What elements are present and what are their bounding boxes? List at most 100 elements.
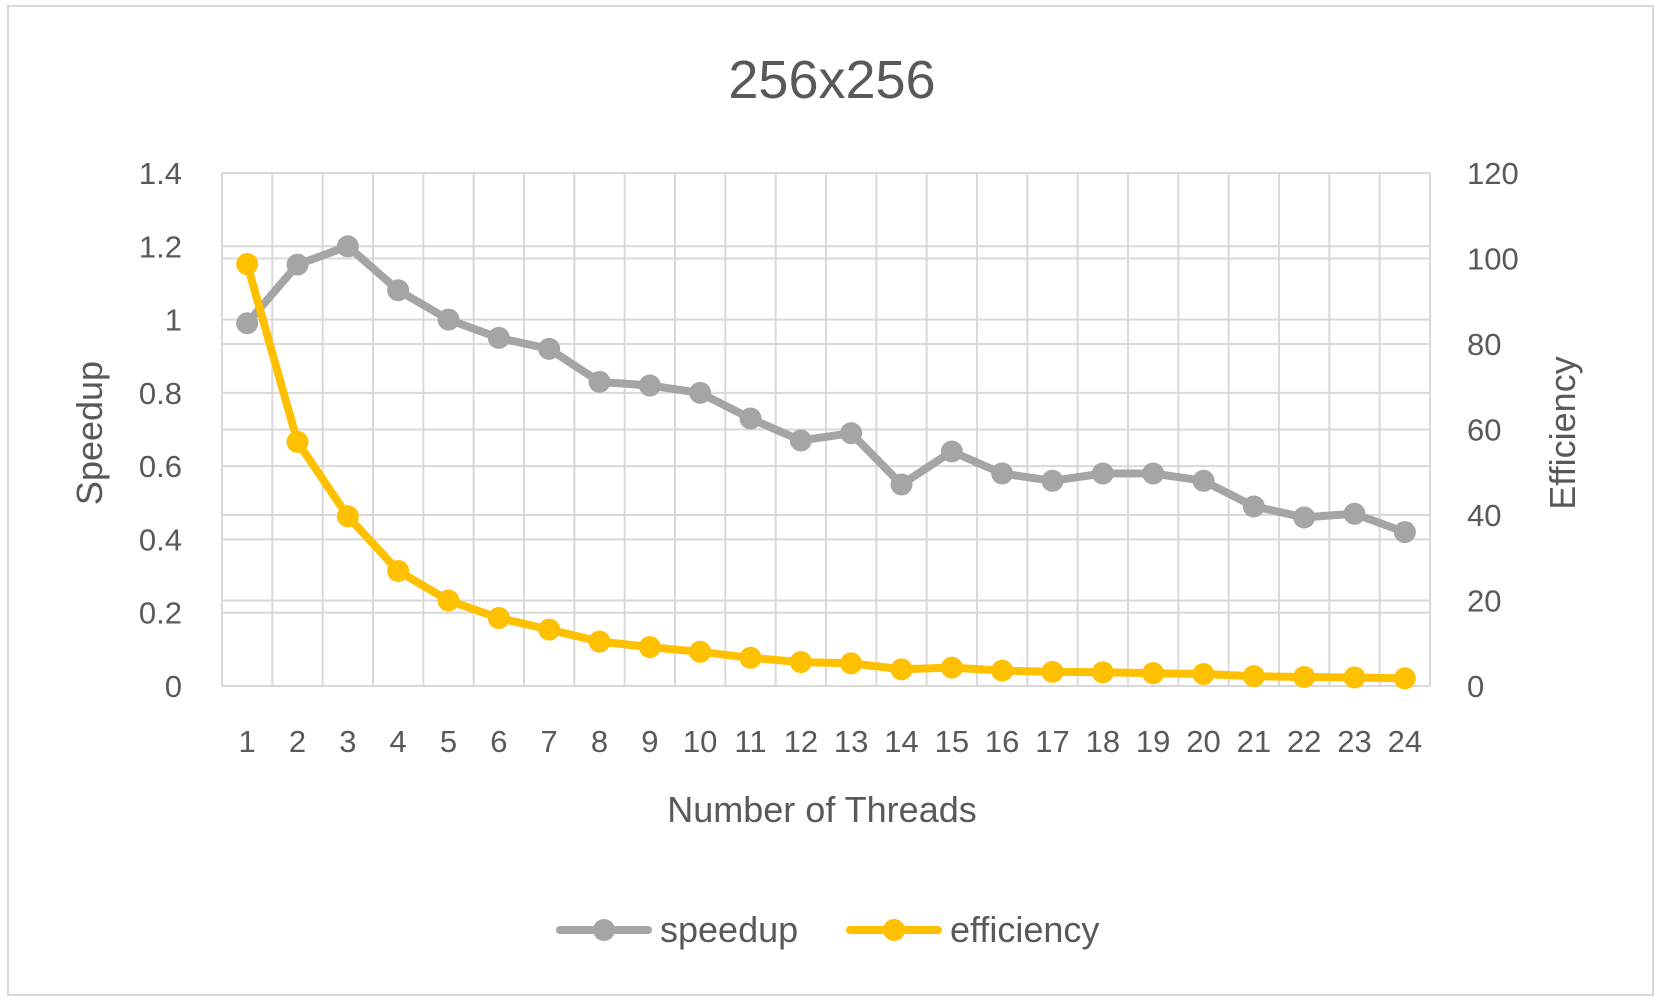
x-tick-label: 15 bbox=[935, 724, 969, 759]
x-tick-label: 1 bbox=[239, 724, 256, 759]
y-tick-label: 1.2 bbox=[139, 229, 182, 264]
data-point-speedup bbox=[1343, 502, 1366, 525]
data-point-efficiency bbox=[1041, 660, 1064, 683]
data-point-efficiency bbox=[638, 636, 661, 659]
x-tick-label: 8 bbox=[591, 724, 608, 759]
data-point-efficiency bbox=[487, 607, 510, 630]
x-tick-label: 7 bbox=[541, 724, 558, 759]
series-layer bbox=[236, 235, 1416, 690]
x-axis-title: Number of Threads bbox=[667, 789, 976, 830]
data-point-speedup bbox=[1293, 506, 1316, 529]
data-point-speedup bbox=[336, 235, 359, 258]
x-tick-label: 9 bbox=[641, 724, 658, 759]
data-point-speedup bbox=[487, 326, 510, 349]
legend-item-efficiency[interactable]: efficiency bbox=[846, 909, 1099, 950]
x-tick-label: 19 bbox=[1136, 724, 1170, 759]
data-point-speedup bbox=[991, 462, 1014, 485]
legend[interactable]: speedup efficiency bbox=[556, 909, 1099, 950]
x-tick-label: 14 bbox=[884, 724, 918, 759]
data-point-efficiency bbox=[991, 659, 1014, 682]
y-tick-label: 1.4 bbox=[139, 156, 182, 191]
data-point-efficiency bbox=[236, 253, 259, 276]
legend-label: speedup bbox=[660, 909, 798, 950]
x-tick-label: 12 bbox=[784, 724, 818, 759]
right-axis-ticks: 0 20 40 60 80 100 120 bbox=[1467, 156, 1519, 704]
x-tick-label: 4 bbox=[390, 724, 407, 759]
data-point-speedup bbox=[387, 279, 410, 302]
data-point-speedup bbox=[588, 370, 611, 393]
data-point-speedup bbox=[940, 440, 963, 463]
gridlines bbox=[221, 172, 1431, 687]
data-point-efficiency bbox=[1142, 662, 1165, 685]
data-point-speedup bbox=[689, 381, 712, 404]
y-tick-label: 0.2 bbox=[139, 596, 182, 631]
y2-tick-label: 100 bbox=[1467, 242, 1519, 277]
left-axis-ticks: 0 0.2 0.4 0.6 0.8 1 1.2 1.4 bbox=[139, 156, 182, 704]
y2-tick-label: 40 bbox=[1467, 498, 1501, 533]
data-point-speedup bbox=[1142, 462, 1165, 485]
data-point-speedup bbox=[739, 407, 762, 430]
data-point-speedup bbox=[890, 473, 913, 496]
x-tick-label: 6 bbox=[490, 724, 507, 759]
data-point-efficiency bbox=[286, 430, 309, 453]
data-point-efficiency bbox=[789, 651, 812, 674]
y2-tick-label: 20 bbox=[1467, 584, 1501, 619]
data-point-efficiency bbox=[739, 646, 762, 669]
data-point-efficiency bbox=[940, 656, 963, 679]
x-tick-label: 16 bbox=[985, 724, 1019, 759]
y-tick-label: 0 bbox=[165, 669, 182, 704]
data-point-efficiency bbox=[689, 640, 712, 663]
y-axis-title: Speedup bbox=[69, 361, 110, 505]
data-point-speedup bbox=[789, 429, 812, 452]
data-point-efficiency bbox=[1343, 666, 1366, 689]
series-speedup bbox=[236, 235, 1416, 544]
x-tick-label: 10 bbox=[683, 724, 717, 759]
data-point-efficiency bbox=[840, 652, 863, 675]
data-point-efficiency bbox=[336, 505, 359, 528]
data-point-speedup bbox=[638, 374, 661, 397]
data-point-efficiency bbox=[890, 658, 913, 681]
x-tick-label: 5 bbox=[440, 724, 457, 759]
data-point-speedup bbox=[1393, 521, 1416, 544]
data-point-speedup bbox=[1041, 469, 1064, 492]
x-tick-label: 3 bbox=[339, 724, 356, 759]
x-axis-ticks: 1 2 3 4 5 6 7 8 9 10 11 12 13 14 15 16 17 18 19 20 21 22 23 24 bbox=[239, 724, 1423, 759]
x-tick-label: 20 bbox=[1186, 724, 1220, 759]
data-point-efficiency bbox=[538, 618, 561, 641]
series-efficiency bbox=[236, 253, 1416, 690]
data-point-efficiency bbox=[437, 589, 460, 612]
chart-title: 256x256 bbox=[728, 50, 935, 110]
x-tick-label: 11 bbox=[734, 724, 766, 759]
data-point-efficiency bbox=[1242, 665, 1265, 688]
x-tick-label: 18 bbox=[1086, 724, 1120, 759]
data-point-efficiency bbox=[1393, 667, 1416, 690]
data-point-speedup bbox=[1242, 495, 1265, 518]
x-tick-label: 17 bbox=[1035, 724, 1069, 759]
legend-item-speedup[interactable]: speedup bbox=[556, 909, 798, 950]
y-tick-label: 0.4 bbox=[139, 522, 182, 557]
legend-swatch-marker bbox=[883, 919, 905, 941]
data-point-speedup bbox=[437, 308, 460, 331]
data-point-efficiency bbox=[387, 560, 410, 583]
data-point-speedup bbox=[1192, 469, 1215, 492]
y2-tick-label: 80 bbox=[1467, 327, 1501, 362]
y2-axis-title: Efficiency bbox=[1542, 356, 1583, 509]
x-tick-label: 13 bbox=[834, 724, 868, 759]
data-point-efficiency bbox=[588, 630, 611, 653]
data-point-speedup bbox=[286, 253, 309, 276]
data-point-efficiency bbox=[1192, 663, 1215, 686]
x-tick-label: 24 bbox=[1388, 724, 1422, 759]
data-point-speedup bbox=[538, 337, 561, 360]
legend-label: efficiency bbox=[950, 909, 1099, 950]
data-point-speedup bbox=[236, 312, 259, 335]
data-point-efficiency bbox=[1293, 666, 1316, 689]
y2-tick-label: 0 bbox=[1467, 669, 1484, 704]
y2-tick-label: 120 bbox=[1467, 156, 1519, 191]
data-point-speedup bbox=[840, 422, 863, 445]
x-tick-label: 22 bbox=[1287, 724, 1321, 759]
data-point-speedup bbox=[1091, 462, 1114, 485]
x-tick-label: 21 bbox=[1237, 724, 1271, 759]
legend-swatch-marker bbox=[593, 919, 615, 941]
x-tick-label: 2 bbox=[289, 724, 306, 759]
